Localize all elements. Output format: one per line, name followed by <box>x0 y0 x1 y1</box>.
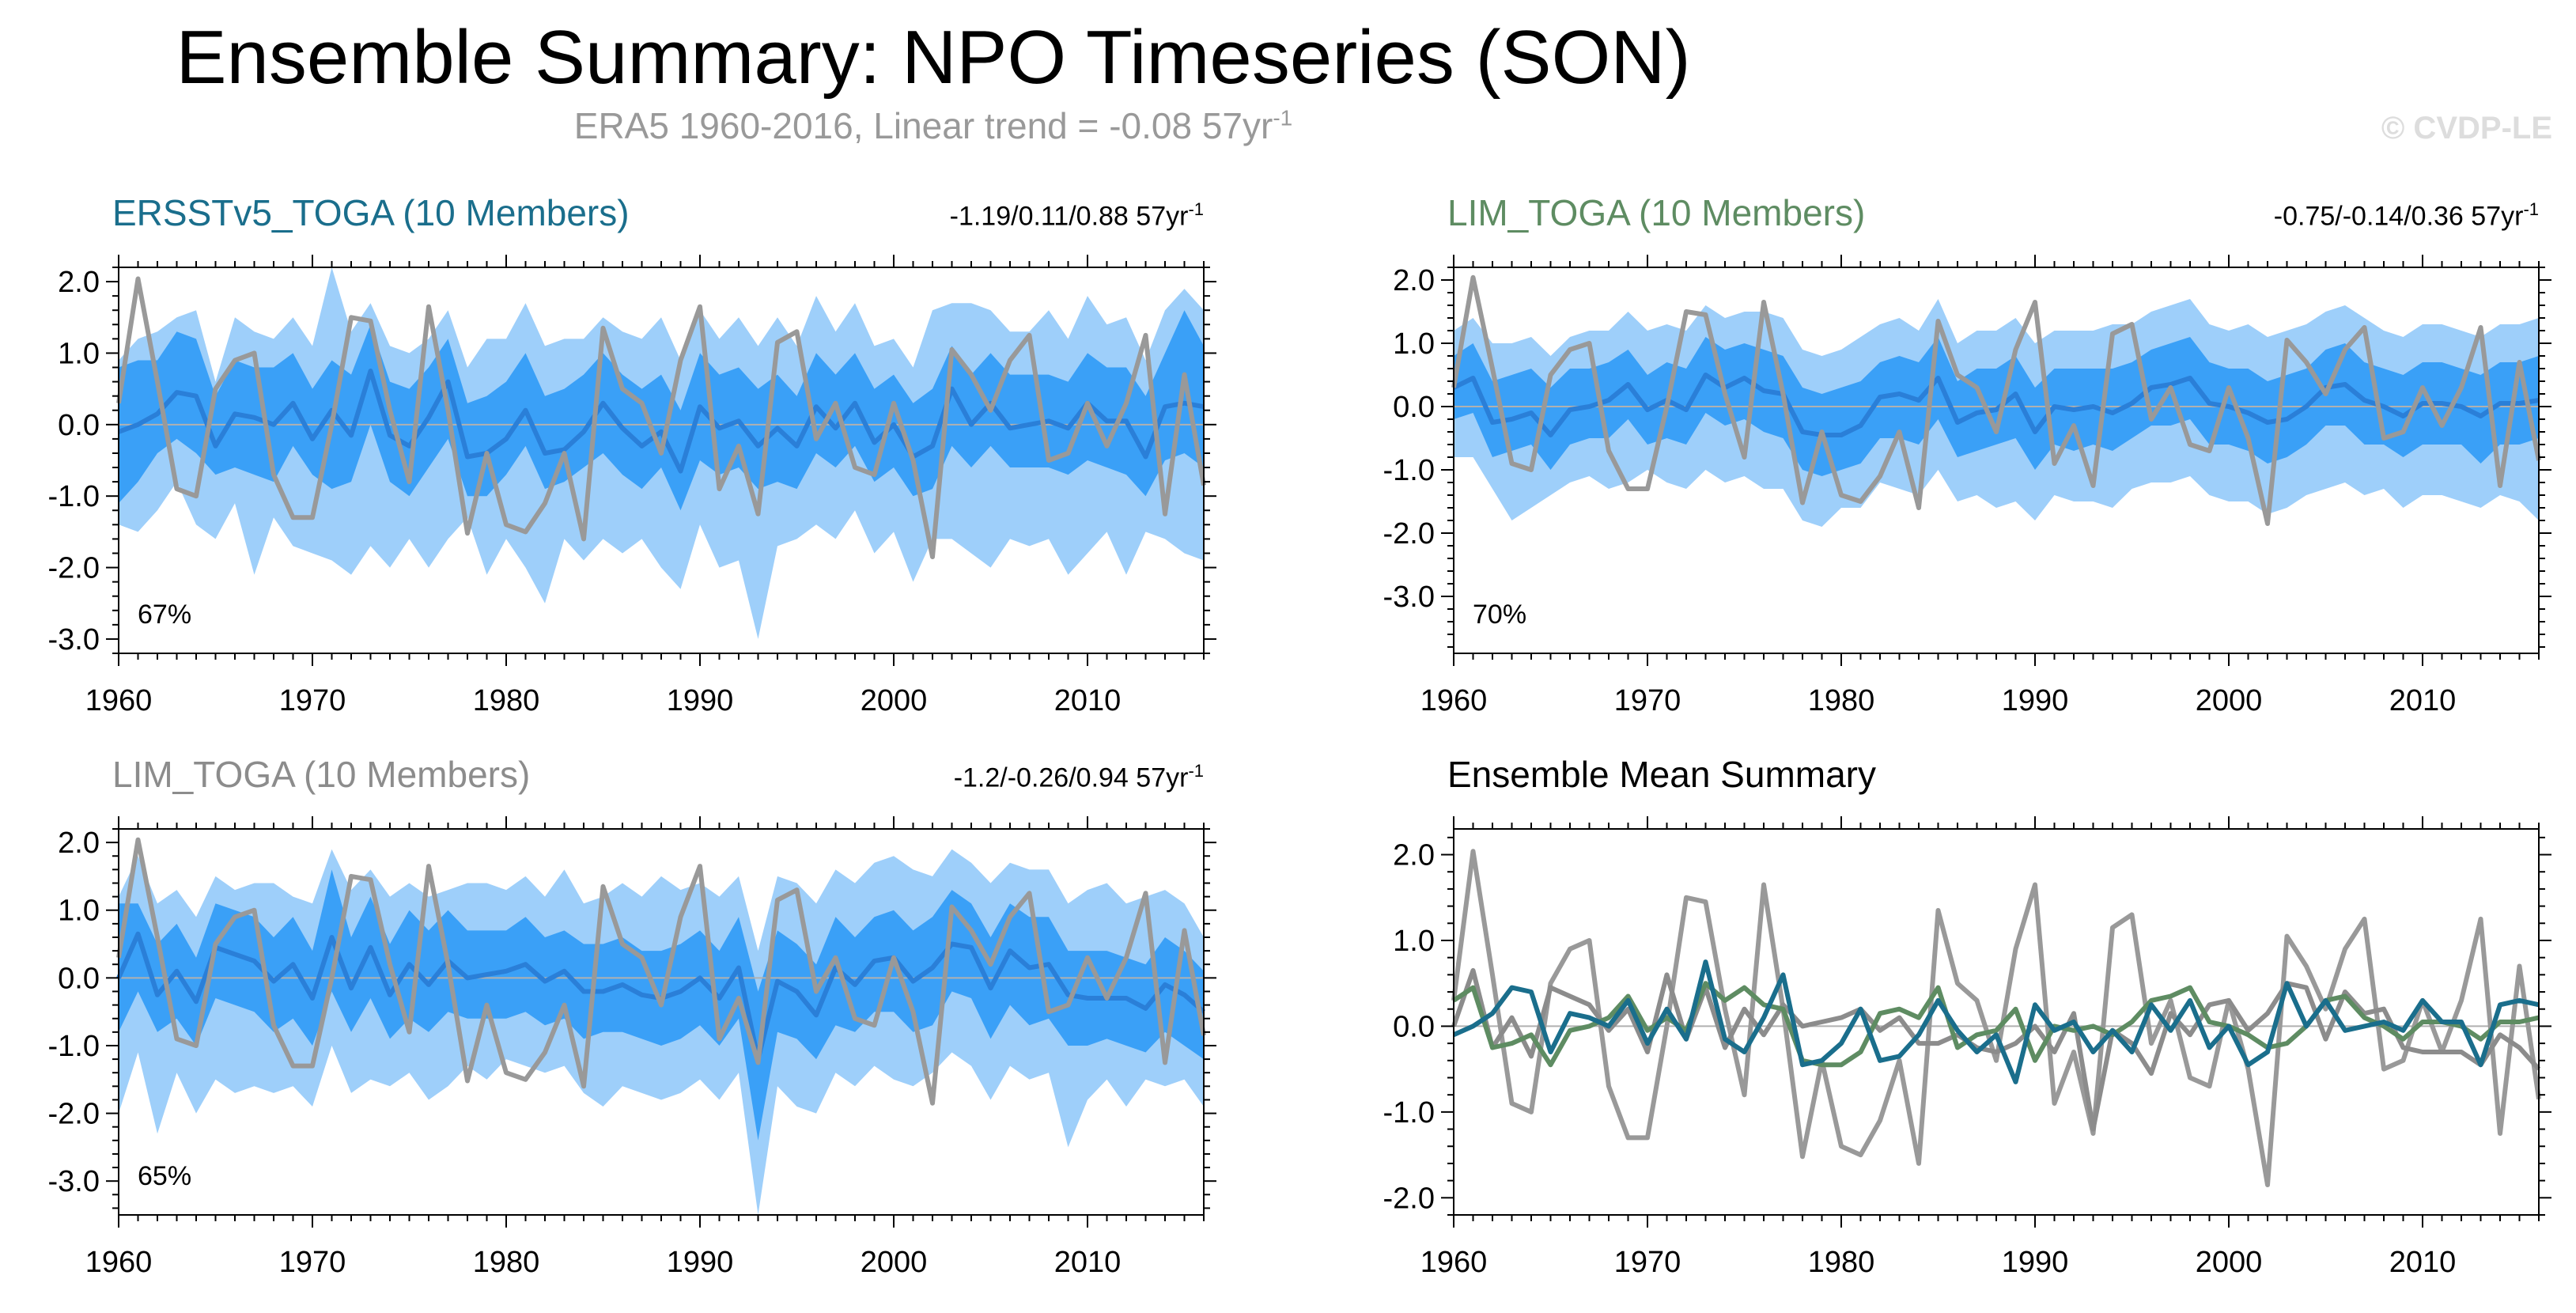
panel-2-y-tick-label: -2.0 <box>1383 517 1435 551</box>
panel-4-x-tick-label: 2000 <box>2196 1246 2263 1279</box>
panel-4-y-tick-label: -2.0 <box>1383 1182 1435 1215</box>
panel-4-y-tick-label: 2.0 <box>1393 839 1435 872</box>
panel-1-y-tick-label: -3.0 <box>48 623 100 656</box>
panel-2-stat-text: -0.75/-0.14/0.36 57yr <box>2273 201 2524 232</box>
panel-2-x-tick-label: 2000 <box>2196 684 2263 717</box>
panel-2-x-tick-label: 1990 <box>2002 684 2069 717</box>
panel-3-title: LIM_TOGA (10 Members) <box>112 754 531 795</box>
panel-3-y-tick-label: 1.0 <box>58 895 100 928</box>
panel-1-y-tick-label: -2.0 <box>48 552 100 585</box>
panel-3-x-tick-label: 1990 <box>667 1246 734 1279</box>
panel-1-ensemble-mean-line <box>117 369 1205 474</box>
panel-1-stat-text: -1.19/0.11/0.88 57yr <box>949 201 1189 232</box>
panel-1-stat-sup: -1 <box>1188 199 1204 219</box>
panel-3-x-tick-label: 2010 <box>1054 1246 1122 1279</box>
panel-3-x-tick-label: 1970 <box>279 1246 346 1279</box>
page-title: Ensemble Summary: NPO Timeseries (SON) <box>176 15 1691 100</box>
panel-1-x-tick-label: 1970 <box>279 684 346 717</box>
panel-3-y-tick-label: 0.0 <box>58 962 100 995</box>
panel-3-observed-line <box>116 837 1206 1106</box>
panel-1-observed-line <box>116 276 1206 559</box>
panel-2-observed-line <box>1451 274 2541 526</box>
panel-1-spread-inner-band <box>119 310 1204 511</box>
panel-2-title: LIM_TOGA (10 Members) <box>1447 192 1866 233</box>
panel-3-stat-text: -1.2/-0.26/0.94 57yr <box>953 762 1189 793</box>
panel-3-x-tick-label: 2000 <box>861 1246 928 1279</box>
panel-4-y-tick-label: 1.0 <box>1393 925 1435 958</box>
panel-2-ensemble-mean-line <box>1452 373 2540 437</box>
subtitle-sup: -1 <box>1273 105 1293 131</box>
panel-3-y-tick-label: -1.0 <box>48 1030 100 1063</box>
panel-4-x-tick-label: 2010 <box>2389 1246 2457 1279</box>
panel-4-x-tick-label: 1960 <box>1420 1246 1488 1279</box>
panel-4-y-tick-label: 0.0 <box>1393 1010 1435 1043</box>
panel-2-stat: -0.75/-0.14/0.36 57yr-1 <box>2064 199 2539 232</box>
panel-3-stat: -1.2/-0.26/0.94 57yr-1 <box>729 761 1204 793</box>
panel-3-percent: 65% <box>138 1161 192 1191</box>
panel-1-y-tick-label: 0.0 <box>58 409 100 442</box>
panel-2-y-tick-label: -1.0 <box>1383 454 1435 487</box>
panel-1-y-tick-label: -1.0 <box>48 480 100 513</box>
panel-2-y-tick-label: 0.0 <box>1393 391 1435 424</box>
panel-1-x-tick-label: 2010 <box>1054 684 1122 717</box>
panel-1-title: ERSSTv5_TOGA (10 Members) <box>112 192 630 233</box>
panel-4-x-tick-label: 1970 <box>1614 1246 1681 1279</box>
panel-1-x-tick-label: 1980 <box>473 684 540 717</box>
panel-1-x-tick-label: 1990 <box>667 684 734 717</box>
watermark: © CVDP-LE <box>2381 111 2552 146</box>
page-subtitle: ERA5 1960-2016, Linear trend = -0.08 57y… <box>0 104 1867 147</box>
panel-2-percent: 70% <box>1473 600 1527 630</box>
panel-3-stat-sup: -1 <box>1188 761 1204 781</box>
panel-4-series-line-2 <box>1451 967 2541 1132</box>
panel-2-y-tick-label: 1.0 <box>1393 327 1435 361</box>
panel-4-series-line-4 <box>1452 959 2540 1084</box>
panel-1-x-tick-label: 2000 <box>861 684 928 717</box>
panel-1-stat: -1.19/0.11/0.88 57yr-1 <box>729 199 1204 232</box>
panel-2-x-tick-label: 1980 <box>1808 684 1875 717</box>
panel-3-y-tick-label: 2.0 <box>58 827 100 860</box>
panel-3-x-tick-label: 1980 <box>473 1246 540 1279</box>
panel-2-stat-sup: -1 <box>2523 199 2539 219</box>
panel-2-x-tick-label: 1960 <box>1420 684 1488 717</box>
panel-2-x-tick-label: 2010 <box>2389 684 2457 717</box>
panel-4-x-tick-label: 1980 <box>1808 1246 1875 1279</box>
panel-2-y-tick-label: -3.0 <box>1383 581 1435 614</box>
panel-1-percent: 67% <box>138 600 192 630</box>
subtitle-text: ERA5 1960-2016, Linear trend = -0.08 57y… <box>573 105 1273 146</box>
panel-2-y-tick-label: 2.0 <box>1393 264 1435 297</box>
panel-2-x-tick-label: 1970 <box>1614 684 1681 717</box>
panel-4-y-tick-label: -1.0 <box>1383 1096 1435 1129</box>
panel-1-y-tick-label: 1.0 <box>58 337 100 370</box>
panel-1-y-tick-label: 2.0 <box>58 266 100 299</box>
panel-3-y-tick-label: -2.0 <box>48 1098 100 1131</box>
panel-3-x-tick-label: 1960 <box>85 1246 153 1279</box>
panel-3-y-tick-label: -3.0 <box>48 1165 100 1198</box>
panel-1-x-tick-label: 1960 <box>85 684 153 717</box>
panel-4-series-line-3 <box>1452 981 2540 1068</box>
panel-4-title: Ensemble Mean Summary <box>1447 754 1876 795</box>
panel-4-series-line-1 <box>1451 849 2541 1187</box>
panel-4-x-tick-label: 1990 <box>2002 1246 2069 1279</box>
